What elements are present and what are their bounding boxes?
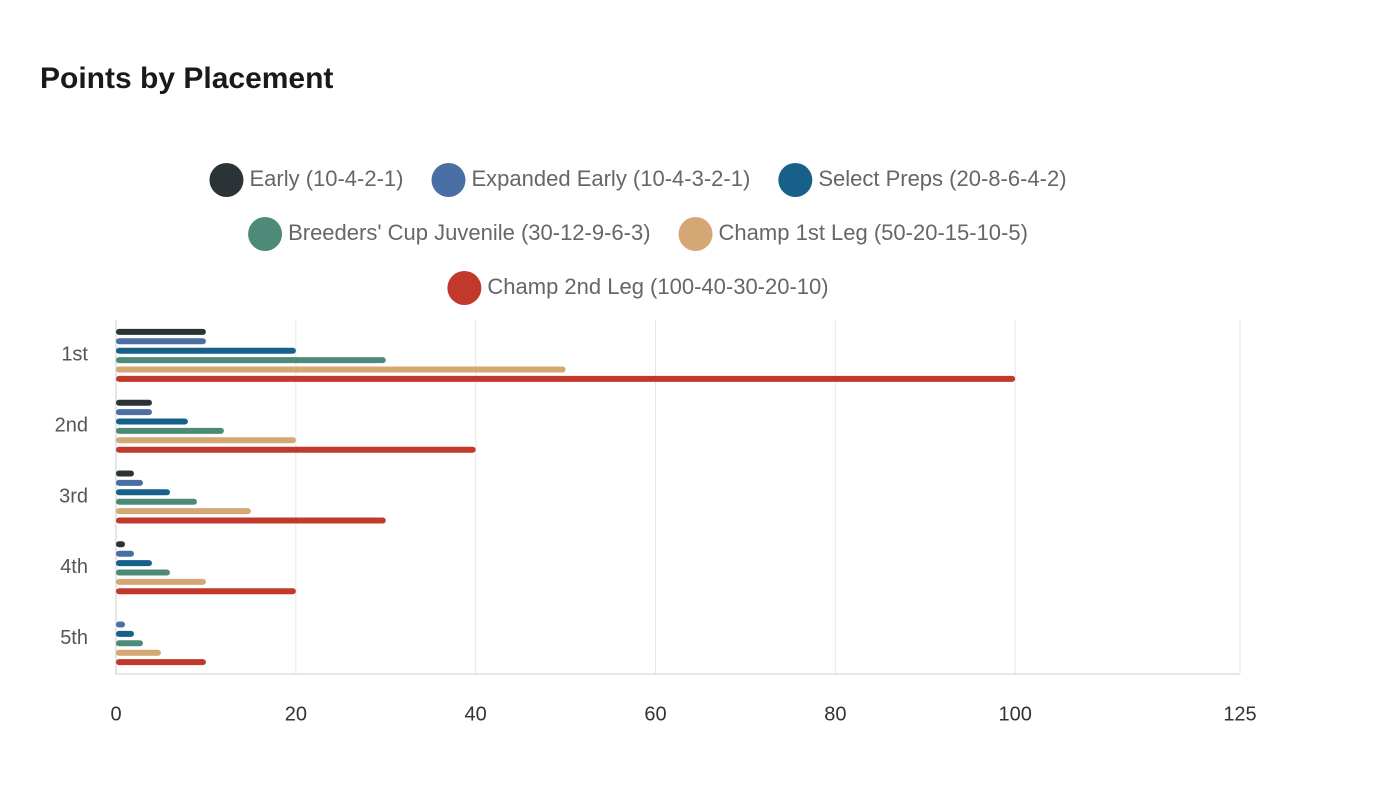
legend-swatch <box>431 163 466 197</box>
chart-title: Points by Placement <box>40 62 333 95</box>
legend-swatch <box>778 163 813 197</box>
legend-swatch <box>248 217 283 251</box>
bar <box>116 508 251 515</box>
bar <box>116 366 566 373</box>
x-tick-label: 125 <box>1223 703 1256 725</box>
y-tick-label: 1st <box>61 344 88 366</box>
bar <box>116 399 152 406</box>
y-tick-label: 2nd <box>55 414 88 436</box>
bar <box>116 489 170 496</box>
x-tick-label: 60 <box>644 703 666 725</box>
x-tick-label: 0 <box>110 703 121 725</box>
bar <box>116 357 386 364</box>
bar <box>116 578 206 585</box>
bar <box>116 649 161 656</box>
bar <box>116 437 296 444</box>
bar <box>116 541 125 548</box>
bar <box>116 418 188 425</box>
legend-label: Champ 1st Leg (50-20-15-10-5) <box>719 220 1028 245</box>
bar <box>116 640 143 647</box>
y-tick-label: 3rd <box>59 485 88 507</box>
legend-label: Breeders' Cup Juvenile (30-12-9-6-3) <box>288 220 650 245</box>
legend-swatch <box>447 271 482 305</box>
bar <box>116 659 206 666</box>
bar <box>116 427 224 434</box>
legend-swatch <box>209 163 244 197</box>
legend-label: Expanded Early (10-4-3-2-1) <box>472 166 751 191</box>
bar <box>116 498 197 505</box>
legend-label: Select Preps (20-8-6-4-2) <box>818 166 1066 191</box>
bar <box>116 375 1016 382</box>
bar <box>116 560 152 567</box>
legend-swatch <box>678 217 713 251</box>
legend-label: Early (10-4-2-1) <box>249 166 403 191</box>
x-tick-label: 100 <box>999 703 1032 725</box>
y-tick-label: 5th <box>60 627 88 649</box>
x-tick-label: 40 <box>465 703 487 725</box>
bar <box>116 621 125 628</box>
bar <box>116 588 296 595</box>
x-tick-label: 20 <box>285 703 307 725</box>
bar <box>116 569 170 576</box>
bar <box>116 517 386 524</box>
bar <box>116 630 134 637</box>
bar <box>116 328 206 335</box>
bar <box>116 479 143 486</box>
bar <box>116 347 296 354</box>
bar <box>116 550 134 557</box>
legend-label: Champ 2nd Leg (100-40-30-20-10) <box>487 274 828 299</box>
bar <box>116 446 476 453</box>
y-tick-label: 4th <box>60 556 88 578</box>
bar <box>116 470 134 477</box>
bar <box>116 338 206 345</box>
x-tick-label: 80 <box>824 703 846 725</box>
bar <box>116 409 152 416</box>
